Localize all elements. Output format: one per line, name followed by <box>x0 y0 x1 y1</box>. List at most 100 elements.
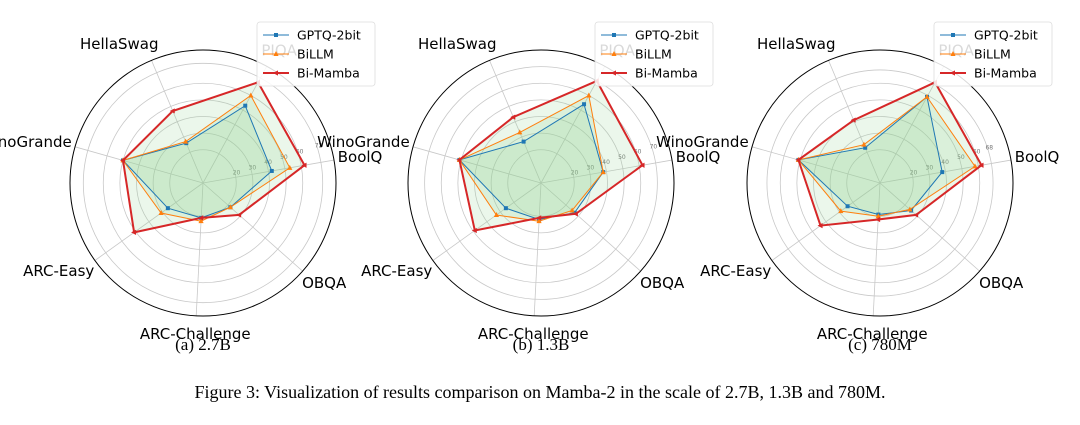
legend-label-bi-mamba: Bi-Mamba <box>297 66 360 81</box>
series-line-billm <box>797 96 976 217</box>
marker-bi-mamba-arc-challenge <box>875 216 881 223</box>
axis-label-obqa: OBQA <box>979 274 1024 292</box>
marker-bi-mamba-hellaswag <box>510 114 516 120</box>
grid-spoke <box>879 159 1012 184</box>
radar-chart-2: 203040506068PIQABoolQOBQAARC-ChallengeAR… <box>656 21 1059 343</box>
series-fill-billm <box>123 95 290 222</box>
series-line-billm <box>122 94 291 222</box>
grid-spoke <box>202 159 335 184</box>
marker-billm-boolq <box>600 169 606 175</box>
series-fill-billm <box>459 95 604 222</box>
radial-tick-label: 30 <box>587 164 595 171</box>
radar-chart-0: 203040506072PIQABoolQOBQAARC-ChallengeAR… <box>0 21 382 343</box>
marker-billm-hellaswag <box>517 129 523 135</box>
grid-spoke <box>94 182 204 261</box>
grid-circle <box>136 116 270 250</box>
marker-bi-mamba-arc-challenge <box>198 215 204 221</box>
series-line-gptq-2bit <box>122 104 273 219</box>
series-line-bi-mamba <box>458 79 644 232</box>
axis-label-hellaswag: HellaSwag <box>757 35 836 53</box>
marker-bi-mamba-boolq <box>639 162 645 168</box>
marker-bi-mamba-arc-easy <box>131 229 137 236</box>
marker-bi-mamba-hellaswag <box>850 117 856 123</box>
marker-gptq-2bit-arc-easy <box>845 204 850 209</box>
marker-bi-mamba-hellaswag <box>169 108 175 114</box>
series-line-gptq-2bit <box>458 103 604 221</box>
series-line-bi-mamba <box>797 81 983 227</box>
figure-caption: Figure 3: Visualization of results compa… <box>194 382 886 402</box>
grid-circle <box>490 132 592 234</box>
marker-billm-arc-challenge <box>875 213 881 219</box>
radar-frame <box>69 49 337 317</box>
legend-box <box>594 21 714 87</box>
radar-frame <box>746 49 1014 317</box>
marker-billm-boolq <box>287 164 293 170</box>
grid-circle <box>779 82 981 284</box>
legend-marker-gptq-2bit <box>274 33 278 37</box>
marker-billm-obqa <box>569 207 575 213</box>
series-fill-bi-mamba <box>798 82 982 226</box>
grid-spoke <box>751 146 881 184</box>
series-fill-bi-mamba <box>459 80 643 231</box>
marker-gptq-2bit-arc-easy <box>503 206 508 211</box>
legend-marker-gptq-2bit <box>612 33 616 37</box>
grid-spoke <box>771 182 881 261</box>
marker-gptq-2bit-hellaswag <box>863 145 868 150</box>
grid-spoke <box>432 182 542 261</box>
series-fill-gptq-2bit <box>459 104 604 220</box>
marker-gptq-2bit-hellaswag <box>521 139 526 144</box>
axis-label-obqa: OBQA <box>640 274 685 292</box>
axis-label-arc-challenge: ARC-Challenge <box>817 325 928 343</box>
axis-label-arc-challenge: ARC-Challenge <box>140 325 251 343</box>
grid-spoke <box>872 182 881 316</box>
legend-marker-billm <box>273 51 279 56</box>
marker-gptq-2bit-boolq <box>940 170 945 175</box>
radial-tick-label: 30 <box>926 164 934 171</box>
grid-spoke <box>195 182 204 316</box>
legend-marker-bi-mamba <box>611 70 616 76</box>
marker-bi-mamba-arc-easy <box>817 223 823 229</box>
grid-spoke <box>540 182 641 272</box>
radial-tick-label: 72 <box>315 142 323 149</box>
marker-bi-mamba-boolq <box>301 162 307 168</box>
legend-marker-billm <box>611 51 617 56</box>
marker-bi-mamba-obqa <box>572 211 578 217</box>
radar-charts: 203040506072PIQABoolQOBQAARC-ChallengeAR… <box>0 21 1059 343</box>
grid-circle <box>440 82 642 284</box>
radial-tick-label: 60 <box>634 149 642 156</box>
marker-billm-hellaswag <box>861 141 867 147</box>
grid-spoke <box>879 182 980 272</box>
marker-bi-mamba-arc-easy <box>471 227 477 234</box>
legend-box <box>256 21 376 87</box>
series-line-bi-mamba <box>121 81 306 234</box>
legend-label-billm: BiLLM <box>974 47 1011 62</box>
radial-tick-label: 30 <box>249 164 257 171</box>
grid-spoke <box>202 66 268 184</box>
marker-bi-mamba-obqa <box>236 212 242 218</box>
legend-label-billm: BiLLM <box>297 47 334 62</box>
axis-label-winogrande: WinoGrande <box>656 133 749 151</box>
axis-label-arc-easy: ARC-Easy <box>23 262 94 280</box>
axis-label-winogrande: WinoGrande <box>0 133 72 151</box>
axis-label-boolq: BoolQ <box>676 148 721 166</box>
axis-label-hellaswag: HellaSwag <box>80 35 159 53</box>
grid-spoke <box>412 146 542 184</box>
radial-tick-label: 20 <box>910 170 918 177</box>
marker-billm-arc-easy <box>493 211 500 217</box>
marker-bi-mamba-winogrande <box>120 157 126 163</box>
grid-spoke <box>533 182 542 316</box>
grid-circle <box>766 69 994 297</box>
axis-label-obqa: OBQA <box>302 274 347 292</box>
radial-tick-label: 60 <box>296 149 304 156</box>
marker-gptq-2bit-piqa <box>243 103 248 108</box>
radial-tick-label: 50 <box>957 154 965 161</box>
axis-label-arc-easy: ARC-Easy <box>700 262 771 280</box>
grid-spoke <box>202 182 303 272</box>
grid-spoke <box>540 159 673 184</box>
grid-spoke <box>489 60 542 184</box>
series-fill-bi-mamba <box>123 82 305 233</box>
grid-circle <box>813 116 947 250</box>
marker-billm-piqa <box>248 92 254 98</box>
grid-circle <box>152 132 254 234</box>
grid-circle <box>424 66 658 300</box>
